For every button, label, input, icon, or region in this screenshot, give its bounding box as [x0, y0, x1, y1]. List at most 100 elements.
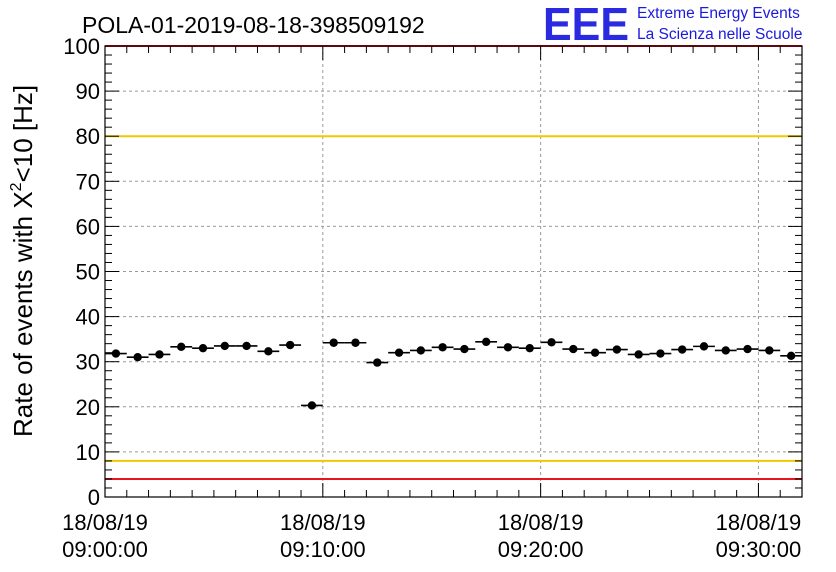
data-marker [743, 344, 752, 354]
data-marker [177, 342, 186, 352]
data-point [257, 347, 280, 356]
data-point [758, 346, 781, 355]
data-point [366, 358, 389, 367]
x-tick-label: 18/08/19 09:30:00 [716, 510, 802, 562]
x-tick-label: 18/08/19 09:00:00 [62, 510, 148, 562]
data-point [649, 349, 672, 358]
data-marker [220, 341, 229, 351]
eee-logo: EEE Extreme Energy Events La Scienza nel… [543, 0, 802, 50]
x-tick-date: 18/08/19 [280, 510, 366, 535]
data-marker [721, 346, 730, 355]
x-tick-date: 18/08/19 [498, 510, 584, 535]
y-tick-label: 100 [63, 34, 100, 59]
data-marker [351, 338, 360, 347]
data-marker [394, 348, 404, 357]
data-marker [329, 338, 338, 347]
x-tick-date: 18/08/19 [62, 510, 148, 535]
data-point [475, 337, 498, 347]
data-point [409, 346, 432, 355]
data-marker [416, 346, 426, 355]
x-tick-time: 09:00:00 [62, 537, 148, 562]
y-tick-label: 30 [76, 350, 100, 375]
data-marker [307, 401, 317, 410]
data-point [671, 345, 694, 354]
x-tick-label: 18/08/19 09:20:00 [498, 510, 584, 562]
data-marker [634, 350, 643, 359]
data-marker [786, 351, 796, 361]
data-marker [699, 342, 709, 351]
data-point [235, 341, 258, 351]
data-marker [525, 343, 534, 353]
data-marker [612, 345, 622, 354]
y-tick-label: 90 [76, 79, 100, 104]
y-tick-label: 20 [76, 395, 100, 420]
data-marker [569, 344, 578, 354]
x-tick-time: 09:10:00 [280, 537, 366, 562]
data-marker [111, 349, 121, 358]
data-point [584, 348, 606, 357]
y-axis-label-suffix: <10 [Hz] [8, 85, 38, 183]
data-marker [460, 344, 469, 354]
data-marker [198, 343, 208, 353]
data-point [540, 338, 563, 347]
data-point [105, 349, 127, 358]
data-point [714, 346, 737, 355]
data-point [388, 348, 410, 357]
chart-title: POLA-01-2019-08-18-398509192 [82, 12, 425, 38]
data-point [279, 340, 302, 350]
y-tick-label: 10 [76, 440, 100, 465]
data-points [105, 337, 802, 410]
data-point [736, 344, 759, 354]
data-point [431, 343, 454, 352]
data-point [497, 343, 519, 352]
data-point [148, 350, 171, 359]
data-point [562, 344, 585, 354]
x-tick-time: 09:30:00 [716, 537, 802, 562]
logo-letters: EEE [543, 0, 629, 50]
y-tick-label: 50 [76, 260, 100, 285]
data-marker [765, 346, 774, 355]
data-marker [373, 358, 382, 367]
data-point [627, 350, 650, 359]
data-point [192, 343, 214, 353]
data-marker [285, 340, 295, 350]
data-marker [133, 352, 142, 362]
y-tick-label: 60 [76, 214, 100, 239]
y-tick-label: 80 [76, 124, 100, 149]
logo-line-1: Extreme Energy Events [637, 5, 800, 22]
data-marker [678, 345, 687, 354]
y-axis-label-prefix: Rate of events with X [8, 191, 38, 437]
data-marker [438, 343, 447, 352]
y-tick-label: 40 [76, 305, 100, 330]
data-point [213, 341, 236, 351]
data-marker [656, 349, 665, 358]
data-point [693, 342, 715, 351]
data-marker [547, 338, 556, 347]
data-marker [481, 337, 491, 347]
data-point [301, 401, 323, 410]
data-point [322, 338, 345, 347]
data-marker [503, 343, 513, 352]
data-marker [264, 347, 273, 356]
data-marker [155, 350, 164, 359]
data-point [518, 343, 541, 353]
data-point [344, 338, 367, 347]
x-tick-time: 09:20:00 [498, 537, 584, 562]
y-tick-label: 70 [76, 169, 100, 194]
x-tick-label: 18/08/19 09:10:00 [280, 510, 366, 562]
data-point [453, 344, 476, 354]
data-marker [590, 348, 600, 357]
logo-line-2: La Scienza nelle Scuole [637, 26, 802, 43]
data-point [605, 345, 628, 354]
y-axis-label-superscript: 2 [8, 182, 25, 191]
data-point [126, 352, 149, 362]
plot-frame [104, 45, 803, 498]
x-tick-date: 18/08/19 [716, 510, 802, 535]
data-marker [242, 341, 251, 351]
data-point [170, 342, 193, 352]
data-point [780, 351, 802, 361]
y-axis-label: Rate of events with X2<10 [Hz] [8, 85, 38, 437]
y-tick-labels: 0 10 20 30 40 50 60 70 80 90 100 [63, 34, 100, 510]
